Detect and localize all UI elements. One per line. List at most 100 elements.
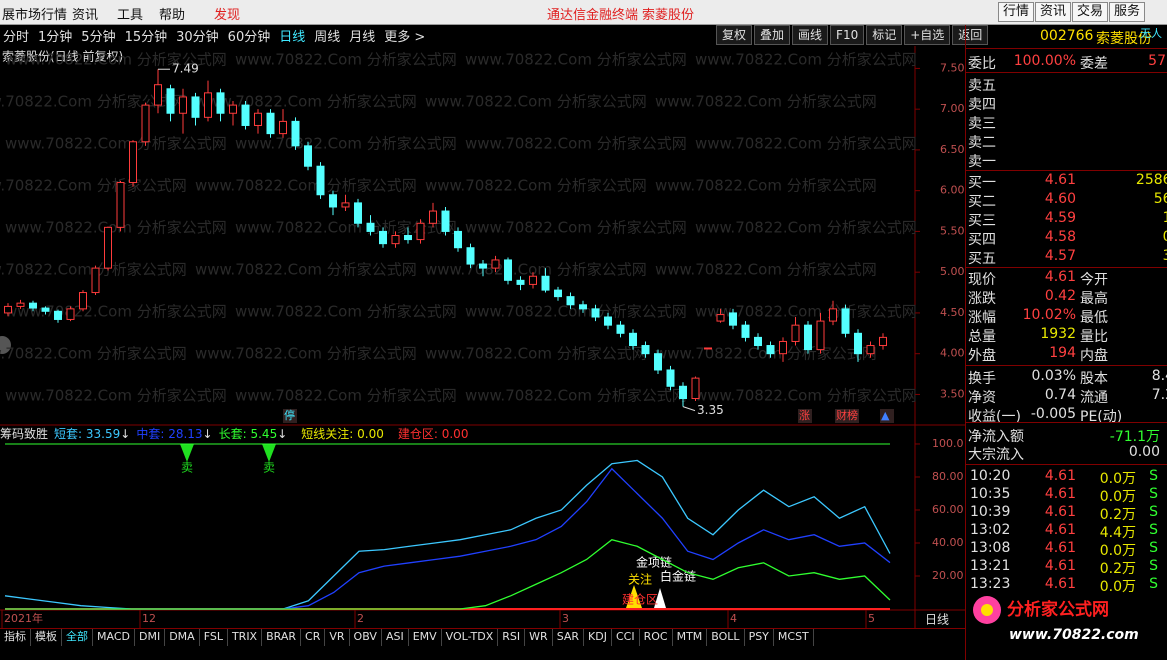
candle-body [291,120,300,147]
watermark: www.70822.Com 分析家公式网 [465,303,687,321]
cell: 外盘 [968,348,996,364]
stat-row: 外盘 194 内盘 [968,345,1167,364]
cell: S [1149,486,1158,502]
cell: 买一 [968,175,996,191]
candle-body [154,84,162,106]
indicator-tab[interactable]: 全部 [62,629,93,646]
indicator-tab[interactable]: DMA [165,629,200,646]
indicator-tab[interactable]: CR [301,629,326,646]
logo-icon [981,604,993,616]
cell: 0.00 [1128,444,1160,460]
signal-marker [262,444,276,462]
cell: 4.61 [1044,540,1076,556]
y-tick-label: 3.50 [940,387,965,400]
cell: 0. [1163,229,1167,245]
tool-button[interactable]: 画线 [792,25,829,45]
indicator-tab[interactable]: CCI [612,629,640,646]
menu-button[interactable]: 资讯 [1035,2,1072,22]
watermark: www.70822.Com 分析家公式网 [695,135,917,153]
indicator-tab[interactable]: EMV [409,629,442,646]
indicator-tab[interactable]: MCST [774,629,814,646]
indicator-tab[interactable]: SAR [553,629,585,646]
side-toggle[interactable] [0,336,11,354]
watermark: www.70822.Com 分析家公式网 [695,51,917,69]
cell: 57 [1148,53,1166,69]
stat-row: 现价 4.61 今开 [968,269,1167,288]
watermark: www.70822.Com 分析家公式网 [695,219,917,237]
cell: 0.0万 [1099,543,1136,559]
period-tab[interactable]: 周线 [314,30,341,45]
candle-body [516,279,525,285]
menu-item[interactable]: 帮助 [159,8,186,23]
candle-body [554,289,562,298]
candle-body [279,120,287,135]
cell: 2586. [1135,172,1167,188]
signal-flame [626,585,642,608]
watermark: www.70822.Com 分析家公式网 [235,135,457,153]
legend-sep: : [78,427,86,441]
cell: 最低 [1080,310,1108,326]
indicator-tab[interactable]: DMI [135,629,166,646]
ask-row: 卖三 [968,113,1167,132]
indicator-tab[interactable]: FSL [200,629,228,646]
indicator-tab[interactable]: ASI [382,629,409,646]
menu-item[interactable]: 工具 [117,8,144,23]
candle-body [779,340,787,355]
date-label: 4 [730,612,737,625]
watermark: www.70822.Com 分析家公式网 [195,261,417,279]
tool-button[interactable]: 复权 [716,25,753,45]
event-marker-box [798,409,812,423]
tool-bar: 复权 叠加 画线 F10 标记 +自选 返回 [716,25,989,45]
indicator-tab[interactable]: VR [325,629,350,646]
period-tab[interactable]: 15分钟 [124,30,168,45]
tool-button[interactable]: 返回 [952,25,989,45]
menu-item[interactable]: 发现 [214,8,241,23]
watermark: www.70822.Com 分析家公式网 [0,345,187,363]
candle-body [529,275,537,285]
indicator-tab[interactable]: MACD [93,629,135,646]
period-tab[interactable]: 月线 [349,30,376,45]
indicator-tab[interactable]: BRAR [262,629,302,646]
note-name: 短线关注 [301,426,349,441]
tool-button[interactable]: +自选 [904,25,951,45]
indicator-tab[interactable]: KDJ [584,629,612,646]
menu-item[interactable]: 展市场行情 [2,8,68,23]
indicator-tab[interactable]: ROC [640,629,673,646]
candle-body [541,275,550,291]
tool-button[interactable]: 标记 [866,25,903,45]
note-name: 建仓区 [398,427,434,441]
legend-trend: ↓ [203,427,213,441]
indicator-tab[interactable]: RSI [498,629,526,646]
indicator-tab[interactable]: 指标 [0,629,31,646]
period-tab[interactable]: 5分钟 [81,30,116,45]
indicator-tab[interactable]: 模板 [31,629,62,646]
menu-item[interactable]: 资讯 [72,8,99,23]
indicator-tab[interactable]: OBV [350,629,382,646]
menu-button[interactable]: 交易 [1072,2,1109,22]
logo-url: www.70822.com [1009,627,1139,643]
indicator-tab[interactable]: TRIX [228,629,263,646]
indicator-tab[interactable]: PSY [745,629,774,646]
period-tab[interactable]: 分时 [3,30,30,45]
cell: 大宗流入 [968,447,1024,463]
tool-button[interactable]: F10 [830,25,865,45]
period-tab[interactable]: 30分钟 [176,30,219,45]
candle-body [329,194,337,208]
period-tab[interactable]: 日线 [279,30,306,45]
y-tick-label: 7.00 [940,102,965,115]
indicator-tab[interactable]: VOL-TDX [442,629,499,646]
indicator-tab[interactable]: MTM [673,629,708,646]
period-tab[interactable]: 1分钟 [38,30,73,45]
cell: 002766 [1040,28,1094,44]
period-tab[interactable]: 60分钟 [227,30,271,45]
menu-button[interactable]: 行情 [998,2,1035,22]
cell: 收益(一) [968,409,1021,425]
cell: 买二 [968,194,996,210]
annotation-line [682,406,696,412]
indicator-tab[interactable]: BOLL [707,629,745,646]
tool-button[interactable]: 叠加 [754,25,791,45]
period-tab[interactable]: 更多 > [384,30,426,45]
legend-name: 长套 [219,427,243,441]
menu-button[interactable]: 服务 [1109,2,1146,22]
indicator-tab[interactable]: WR [525,629,553,646]
